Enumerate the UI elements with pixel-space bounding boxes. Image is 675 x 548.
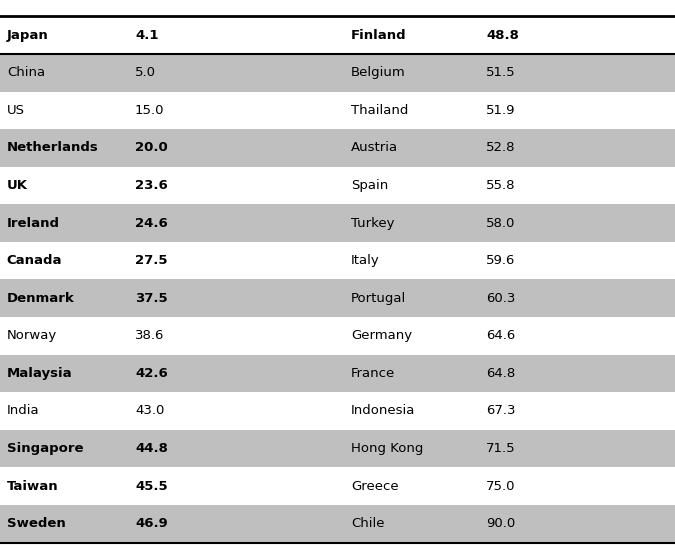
Bar — [0, 242, 675, 279]
Text: Portugal: Portugal — [351, 292, 406, 305]
Text: France: France — [351, 367, 396, 380]
Text: Ireland: Ireland — [7, 216, 60, 230]
Text: 58.0: 58.0 — [486, 216, 516, 230]
Bar — [0, 505, 675, 543]
Text: Japan: Japan — [7, 28, 49, 42]
Text: 45.5: 45.5 — [135, 480, 167, 493]
Text: Malaysia: Malaysia — [7, 367, 72, 380]
Bar — [0, 355, 675, 392]
Text: Thailand: Thailand — [351, 104, 408, 117]
Text: 44.8: 44.8 — [135, 442, 168, 455]
Text: 37.5: 37.5 — [135, 292, 167, 305]
Bar — [0, 92, 675, 129]
Bar — [0, 167, 675, 204]
Text: Greece: Greece — [351, 480, 399, 493]
Text: Germany: Germany — [351, 329, 412, 342]
Text: 5.0: 5.0 — [135, 66, 156, 79]
Bar — [0, 279, 675, 317]
Text: 55.8: 55.8 — [486, 179, 516, 192]
Text: Finland: Finland — [351, 28, 406, 42]
Text: 75.0: 75.0 — [486, 480, 516, 493]
Text: US: US — [7, 104, 25, 117]
Text: 23.6: 23.6 — [135, 179, 168, 192]
Bar — [0, 204, 675, 242]
Text: 90.0: 90.0 — [486, 517, 515, 530]
Text: Canada: Canada — [7, 254, 62, 267]
Text: Italy: Italy — [351, 254, 380, 267]
Text: Taiwan: Taiwan — [7, 480, 58, 493]
Text: 27.5: 27.5 — [135, 254, 167, 267]
Bar — [0, 317, 675, 355]
Text: Denmark: Denmark — [7, 292, 74, 305]
Bar — [0, 467, 675, 505]
Text: 4.1: 4.1 — [135, 28, 159, 42]
Text: 64.8: 64.8 — [486, 367, 515, 380]
Text: 24.6: 24.6 — [135, 216, 168, 230]
Text: 42.6: 42.6 — [135, 367, 168, 380]
Text: 64.6: 64.6 — [486, 329, 515, 342]
Text: Spain: Spain — [351, 179, 388, 192]
Text: 38.6: 38.6 — [135, 329, 165, 342]
Text: 43.0: 43.0 — [135, 404, 165, 418]
Text: Austria: Austria — [351, 141, 398, 155]
Text: Chile: Chile — [351, 517, 385, 530]
Text: Belgium: Belgium — [351, 66, 406, 79]
Text: 51.9: 51.9 — [486, 104, 516, 117]
Text: 60.3: 60.3 — [486, 292, 516, 305]
Bar — [0, 392, 675, 430]
Bar — [0, 16, 675, 54]
Text: India: India — [7, 404, 39, 418]
Text: 46.9: 46.9 — [135, 517, 168, 530]
Text: Netherlands: Netherlands — [7, 141, 99, 155]
Text: Sweden: Sweden — [7, 517, 65, 530]
Text: UK: UK — [7, 179, 28, 192]
Text: 48.8: 48.8 — [486, 28, 519, 42]
Bar — [0, 54, 675, 92]
Text: 15.0: 15.0 — [135, 104, 165, 117]
Text: 67.3: 67.3 — [486, 404, 516, 418]
Text: Turkey: Turkey — [351, 216, 394, 230]
Text: Hong Kong: Hong Kong — [351, 442, 423, 455]
Bar — [0, 430, 675, 467]
Text: 20.0: 20.0 — [135, 141, 168, 155]
Bar — [0, 129, 675, 167]
Text: 52.8: 52.8 — [486, 141, 516, 155]
Text: Norway: Norway — [7, 329, 57, 342]
Text: Indonesia: Indonesia — [351, 404, 415, 418]
Text: 59.6: 59.6 — [486, 254, 516, 267]
Text: Singapore: Singapore — [7, 442, 83, 455]
Text: 71.5: 71.5 — [486, 442, 516, 455]
Text: 51.5: 51.5 — [486, 66, 516, 79]
Text: China: China — [7, 66, 45, 79]
